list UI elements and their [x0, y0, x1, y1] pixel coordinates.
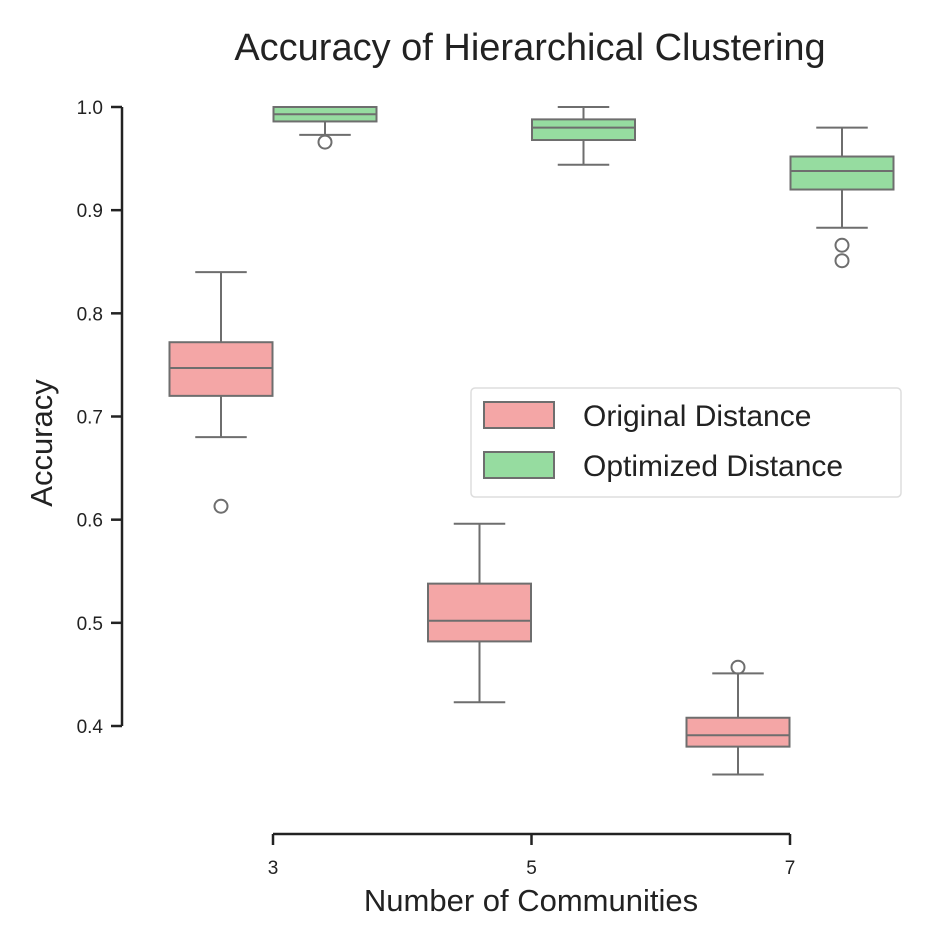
y-tick-label: 0.9: [77, 201, 103, 222]
outlier-point: [317, 134, 333, 150]
box-group: [168, 106, 895, 776]
outlier-point: [730, 659, 746, 675]
y-tick-label: 0.7: [77, 408, 103, 429]
chart-title: Accuracy of Hierarchical Clustering: [234, 27, 825, 69]
box-original-distance-3: [168, 271, 274, 514]
legend-frame: [470, 387, 902, 498]
box-optimized-distance-3: [272, 106, 378, 150]
outlier-point: [834, 237, 850, 253]
y-axis-label: Accuracy: [24, 379, 59, 507]
legend: Original Distance Optimized Distance: [470, 387, 902, 498]
y-tick-label: 0.8: [77, 304, 103, 325]
legend-swatch: [483, 401, 555, 429]
y-tick-label: 0.5: [77, 614, 103, 635]
x-tick-label: 7: [785, 858, 796, 879]
box-optimized-distance-7: [789, 126, 895, 269]
box-optimized-distance-5: [531, 106, 636, 166]
y-tick-label: 0.4: [77, 717, 104, 738]
x-tick-label: 3: [268, 858, 279, 879]
outlier-point: [213, 498, 229, 514]
y-tick-label: 1.0: [77, 98, 103, 119]
box-iqr: [427, 582, 532, 643]
legend-label: Optimized Distance: [583, 450, 843, 483]
legend-label: Original Distance: [583, 400, 811, 433]
box-iqr: [531, 118, 636, 142]
y-axis: 0.4 0.5 0.6 0.7 0.8 0.9 1.0: [77, 98, 124, 738]
x-axis: 3 5 7: [268, 832, 796, 879]
outlier-point: [834, 253, 850, 269]
y-tick-label: 0.6: [77, 511, 103, 532]
box-original-distance-5: [427, 522, 532, 704]
x-tick-label: 5: [526, 858, 537, 879]
legend-swatch: [483, 451, 555, 479]
box-iqr: [789, 155, 895, 191]
box-iqr: [168, 341, 274, 397]
box-iqr: [685, 716, 791, 748]
box-original-distance-7: [685, 659, 791, 776]
x-axis-label: Number of Communities: [364, 883, 698, 918]
